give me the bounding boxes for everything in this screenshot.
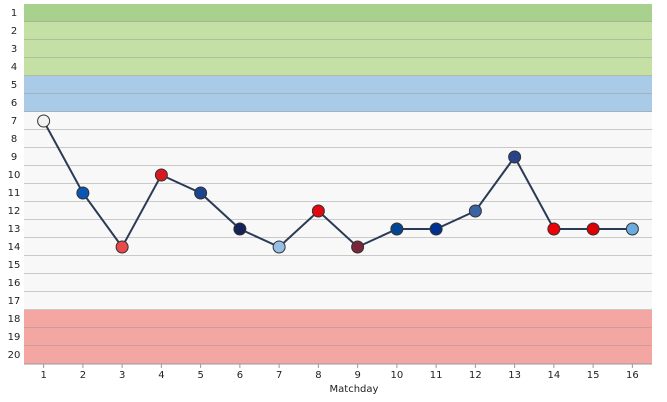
y-tick-label: 15 bbox=[8, 260, 21, 271]
y-tick-label: 10 bbox=[8, 170, 21, 181]
y-tick-label: 19 bbox=[8, 332, 21, 343]
row-band bbox=[24, 148, 652, 166]
row-band bbox=[24, 76, 652, 94]
row-band bbox=[24, 130, 652, 148]
row-band bbox=[24, 202, 652, 220]
row-band bbox=[24, 346, 652, 364]
x-tick-label: 6 bbox=[237, 370, 243, 381]
y-tick-label: 17 bbox=[8, 296, 21, 307]
x-tick-label: 12 bbox=[469, 370, 482, 381]
x-tick-label: 10 bbox=[391, 370, 404, 381]
x-axis-label: Matchday bbox=[330, 384, 379, 395]
badge-marker bbox=[154, 168, 168, 182]
badge-marker bbox=[115, 240, 129, 254]
y-tick-label: 20 bbox=[8, 350, 21, 361]
badge-marker bbox=[311, 204, 325, 218]
y-tick-label: 5 bbox=[11, 80, 17, 91]
row-band bbox=[24, 4, 652, 22]
x-tick-label: 3 bbox=[119, 370, 125, 381]
y-tick-label: 12 bbox=[8, 206, 21, 217]
x-tick-label: 8 bbox=[315, 370, 321, 381]
y-tick-label: 16 bbox=[8, 278, 21, 289]
y-tick-label: 13 bbox=[8, 224, 21, 235]
row-band bbox=[24, 256, 652, 274]
badge-marker bbox=[390, 222, 404, 236]
badge-marker bbox=[37, 114, 51, 128]
badge-marker bbox=[351, 240, 365, 254]
row-band bbox=[24, 310, 652, 328]
y-tick-label: 3 bbox=[11, 44, 17, 55]
x-tick-label: 14 bbox=[548, 370, 561, 381]
row-band bbox=[24, 40, 652, 58]
badge-marker bbox=[625, 222, 639, 236]
badge-marker bbox=[194, 186, 208, 200]
badge-marker bbox=[76, 186, 90, 200]
badge-marker bbox=[547, 222, 561, 236]
y-tick-label: 9 bbox=[11, 152, 17, 163]
row-band bbox=[24, 166, 652, 184]
y-tick-label: 2 bbox=[11, 26, 17, 37]
series-line bbox=[42, 120, 633, 249]
badge-marker bbox=[272, 240, 286, 254]
x-tick-label: 4 bbox=[158, 370, 164, 381]
row-band bbox=[24, 274, 652, 292]
y-tick-label: 4 bbox=[11, 62, 17, 73]
x-tick-label: 11 bbox=[430, 370, 443, 381]
row-band bbox=[24, 94, 652, 112]
x-tick-label: 5 bbox=[197, 370, 203, 381]
badge-marker bbox=[508, 150, 522, 164]
row-band bbox=[24, 328, 652, 346]
x-tick-label: 1 bbox=[40, 370, 46, 381]
x-tick-label: 7 bbox=[276, 370, 282, 381]
badge-marker bbox=[586, 222, 600, 236]
row-band bbox=[24, 112, 652, 130]
x-tick-label: 15 bbox=[587, 370, 600, 381]
row-band bbox=[24, 22, 652, 40]
x-tick-label: 16 bbox=[626, 370, 639, 381]
y-tick-label: 18 bbox=[8, 314, 21, 325]
row-band bbox=[24, 58, 652, 76]
y-tick-label: 11 bbox=[8, 188, 21, 199]
row-band bbox=[24, 184, 652, 202]
y-tick-label: 14 bbox=[8, 242, 21, 253]
badge-marker bbox=[468, 204, 482, 218]
badge-marker bbox=[233, 222, 247, 236]
y-tick-label: 6 bbox=[11, 98, 17, 109]
row-band bbox=[24, 292, 652, 310]
y-tick-label: 1 bbox=[11, 8, 17, 19]
row-band bbox=[24, 238, 652, 256]
x-tick-label: 9 bbox=[354, 370, 360, 381]
badge-marker bbox=[429, 222, 443, 236]
y-tick-label: 8 bbox=[11, 134, 17, 145]
x-tick-label: 13 bbox=[508, 370, 521, 381]
y-tick-label: 7 bbox=[11, 116, 17, 127]
x-tick-label: 2 bbox=[80, 370, 86, 381]
